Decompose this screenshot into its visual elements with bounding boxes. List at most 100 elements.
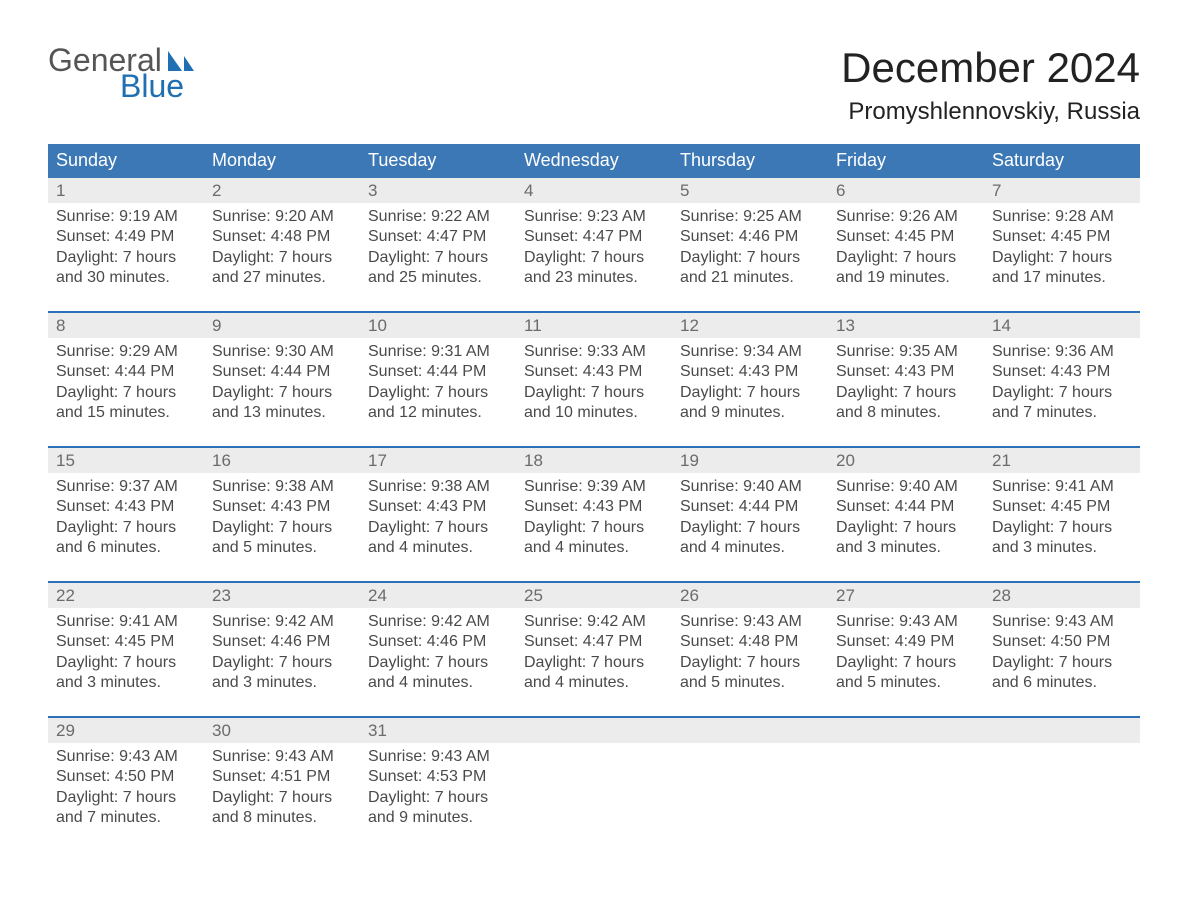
day-number: 29	[48, 718, 204, 743]
week-row: 22232425262728 Sunrise: 9:41 AM Sunset: 4…	[48, 581, 1140, 716]
day-number: 2	[204, 178, 360, 203]
day-detail-text: Sunrise: 9:35 AM Sunset: 4:43 PM Dayligh…	[836, 342, 976, 424]
week-row: 891011121314 Sunrise: 9:29 AM Sunset: 4:4…	[48, 311, 1140, 446]
dow-cell: Saturday	[984, 144, 1140, 178]
day-detail: Sunrise: 9:40 AM Sunset: 4:44 PM Dayligh…	[672, 473, 828, 581]
day-number-row: 293031	[48, 718, 1140, 743]
day-detail: Sunrise: 9:38 AM Sunset: 4:43 PM Dayligh…	[360, 473, 516, 581]
day-detail-text: Sunrise: 9:19 AM Sunset: 4:49 PM Dayligh…	[56, 207, 196, 289]
day-detail: Sunrise: 9:42 AM Sunset: 4:46 PM Dayligh…	[204, 608, 360, 716]
day-of-week-header: SundayMondayTuesdayWednesdayThursdayFrid…	[48, 144, 1140, 178]
day-detail-text: Sunrise: 9:41 AM Sunset: 4:45 PM Dayligh…	[992, 477, 1132, 559]
day-detail-text: Sunrise: 9:43 AM Sunset: 4:50 PM Dayligh…	[56, 747, 196, 829]
day-number: 26	[672, 583, 828, 608]
day-detail-text: Sunrise: 9:40 AM Sunset: 4:44 PM Dayligh…	[680, 477, 820, 559]
day-number: 3	[360, 178, 516, 203]
day-detail: Sunrise: 9:31 AM Sunset: 4:44 PM Dayligh…	[360, 338, 516, 446]
day-detail-text: Sunrise: 9:20 AM Sunset: 4:48 PM Dayligh…	[212, 207, 352, 289]
day-detail: Sunrise: 9:37 AM Sunset: 4:43 PM Dayligh…	[48, 473, 204, 581]
day-detail-text: Sunrise: 9:36 AM Sunset: 4:43 PM Dayligh…	[992, 342, 1132, 424]
day-number: 8	[48, 313, 204, 338]
day-detail-text: Sunrise: 9:43 AM Sunset: 4:49 PM Dayligh…	[836, 612, 976, 694]
day-detail-text: Sunrise: 9:42 AM Sunset: 4:46 PM Dayligh…	[212, 612, 352, 694]
week-row: 15161718192021Sunrise: 9:37 AM Sunset: 4…	[48, 446, 1140, 581]
day-detail	[828, 743, 984, 851]
day-detail-text: Sunrise: 9:40 AM Sunset: 4:44 PM Dayligh…	[836, 477, 976, 559]
day-number: 19	[672, 448, 828, 473]
day-detail	[984, 743, 1140, 851]
day-number: 12	[672, 313, 828, 338]
logo-word-blue: Blue	[120, 70, 184, 102]
day-number-row: 15161718192021	[48, 448, 1140, 473]
day-detail-text: Sunrise: 9:41 AM Sunset: 4:45 PM Dayligh…	[56, 612, 196, 694]
dow-cell: Wednesday	[516, 144, 672, 178]
day-number: 27	[828, 583, 984, 608]
day-number: 31	[360, 718, 516, 743]
day-detail-text: Sunrise: 9:39 AM Sunset: 4:43 PM Dayligh…	[524, 477, 664, 559]
day-detail-text: Sunrise: 9:25 AM Sunset: 4:46 PM Dayligh…	[680, 207, 820, 289]
day-number-row: 891011121314	[48, 313, 1140, 338]
day-detail: Sunrise: 9:42 AM Sunset: 4:46 PM Dayligh…	[360, 608, 516, 716]
day-number: 1	[48, 178, 204, 203]
day-number: 22	[48, 583, 204, 608]
day-detail-text: Sunrise: 9:42 AM Sunset: 4:47 PM Dayligh…	[524, 612, 664, 694]
week-row: 1234567 Sunrise: 9:19 AM Sunset: 4:49 PM …	[48, 178, 1140, 311]
day-detail: Sunrise: 9:34 AM Sunset: 4:43 PM Dayligh…	[672, 338, 828, 446]
day-number: 25	[516, 583, 672, 608]
day-detail-text: Sunrise: 9:33 AM Sunset: 4:43 PM Dayligh…	[524, 342, 664, 424]
day-number-row: 1234567	[48, 178, 1140, 203]
day-number: 4	[516, 178, 672, 203]
logo: General Blue	[48, 44, 196, 102]
day-number: 5	[672, 178, 828, 203]
day-detail: Sunrise: 9:41 AM Sunset: 4:45 PM Dayligh…	[48, 608, 204, 716]
day-detail-text: Sunrise: 9:43 AM Sunset: 4:53 PM Dayligh…	[368, 747, 508, 829]
day-detail-text: Sunrise: 9:29 AM Sunset: 4:44 PM Dayligh…	[56, 342, 196, 424]
day-number	[984, 718, 1140, 743]
day-detail-text: Sunrise: 9:23 AM Sunset: 4:47 PM Dayligh…	[524, 207, 664, 289]
day-number: 21	[984, 448, 1140, 473]
day-detail-text: Sunrise: 9:43 AM Sunset: 4:50 PM Dayligh…	[992, 612, 1132, 694]
day-number-row: 22232425262728	[48, 583, 1140, 608]
day-detail: Sunrise: 9:36 AM Sunset: 4:43 PM Dayligh…	[984, 338, 1140, 446]
day-detail: Sunrise: 9:43 AM Sunset: 4:50 PM Dayligh…	[48, 743, 204, 851]
day-body-row: Sunrise: 9:29 AM Sunset: 4:44 PM Dayligh…	[48, 338, 1140, 446]
day-number	[828, 718, 984, 743]
location-label: Promyshlennovskiy, Russia	[841, 98, 1140, 126]
day-detail: Sunrise: 9:19 AM Sunset: 4:49 PM Dayligh…	[48, 203, 204, 311]
day-number: 9	[204, 313, 360, 338]
day-detail	[672, 743, 828, 851]
day-detail: Sunrise: 9:26 AM Sunset: 4:45 PM Dayligh…	[828, 203, 984, 311]
dow-cell: Tuesday	[360, 144, 516, 178]
day-detail: Sunrise: 9:22 AM Sunset: 4:47 PM Dayligh…	[360, 203, 516, 311]
day-detail-text: Sunrise: 9:38 AM Sunset: 4:43 PM Dayligh…	[212, 477, 352, 559]
day-detail: Sunrise: 9:28 AM Sunset: 4:45 PM Dayligh…	[984, 203, 1140, 311]
day-detail: Sunrise: 9:29 AM Sunset: 4:44 PM Dayligh…	[48, 338, 204, 446]
week-row: 293031 Sunrise: 9:43 AM Sunset: 4:50 PM D…	[48, 716, 1140, 851]
day-body-row: Sunrise: 9:41 AM Sunset: 4:45 PM Dayligh…	[48, 608, 1140, 716]
day-detail: Sunrise: 9:30 AM Sunset: 4:44 PM Dayligh…	[204, 338, 360, 446]
day-body-row: Sunrise: 9:43 AM Sunset: 4:50 PM Dayligh…	[48, 743, 1140, 851]
day-detail-text: Sunrise: 9:30 AM Sunset: 4:44 PM Dayligh…	[212, 342, 352, 424]
day-detail: Sunrise: 9:42 AM Sunset: 4:47 PM Dayligh…	[516, 608, 672, 716]
day-detail-text: Sunrise: 9:42 AM Sunset: 4:46 PM Dayligh…	[368, 612, 508, 694]
day-detail-text: Sunrise: 9:43 AM Sunset: 4:48 PM Dayligh…	[680, 612, 820, 694]
day-number: 11	[516, 313, 672, 338]
day-detail: Sunrise: 9:33 AM Sunset: 4:43 PM Dayligh…	[516, 338, 672, 446]
day-number: 13	[828, 313, 984, 338]
day-detail	[516, 743, 672, 851]
day-detail: Sunrise: 9:38 AM Sunset: 4:43 PM Dayligh…	[204, 473, 360, 581]
day-detail: Sunrise: 9:41 AM Sunset: 4:45 PM Dayligh…	[984, 473, 1140, 581]
day-detail-text: Sunrise: 9:34 AM Sunset: 4:43 PM Dayligh…	[680, 342, 820, 424]
calendar: SundayMondayTuesdayWednesdayThursdayFrid…	[48, 144, 1140, 851]
day-number: 7	[984, 178, 1140, 203]
dow-cell: Sunday	[48, 144, 204, 178]
header-row: General Blue December 2024 Promyshlennov…	[48, 44, 1140, 126]
dow-cell: Monday	[204, 144, 360, 178]
day-detail-text: Sunrise: 9:43 AM Sunset: 4:51 PM Dayligh…	[212, 747, 352, 829]
day-detail: Sunrise: 9:35 AM Sunset: 4:43 PM Dayligh…	[828, 338, 984, 446]
day-number: 14	[984, 313, 1140, 338]
day-number: 28	[984, 583, 1140, 608]
day-detail: Sunrise: 9:43 AM Sunset: 4:53 PM Dayligh…	[360, 743, 516, 851]
day-body-row: Sunrise: 9:37 AM Sunset: 4:43 PM Dayligh…	[48, 473, 1140, 581]
day-number	[516, 718, 672, 743]
